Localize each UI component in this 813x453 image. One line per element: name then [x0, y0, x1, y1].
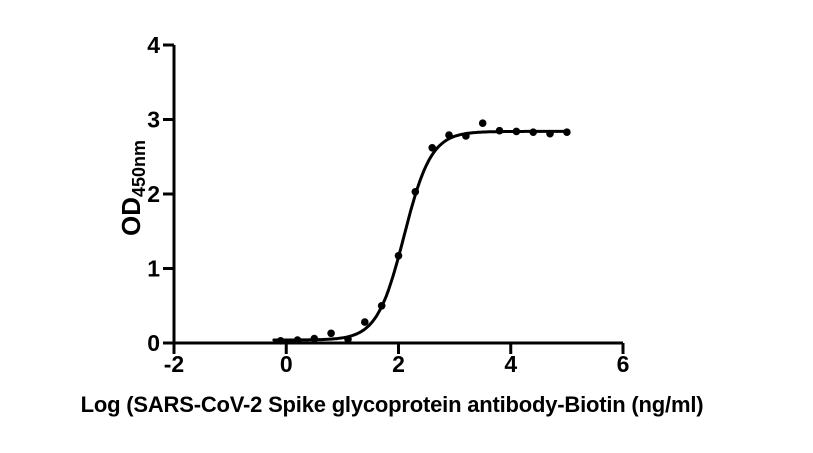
y-tick-label: 1 [147, 256, 160, 282]
data-point [563, 128, 571, 136]
svg-text:OD450nm: OD450nm [116, 140, 149, 236]
y-tick-label: 3 [147, 107, 160, 133]
data-point [327, 329, 335, 338]
y-axis-label: OD450nm [116, 140, 149, 236]
axes-spine [172, 45, 623, 345]
y-tick-label: 0 [147, 330, 160, 356]
data-point [478, 119, 487, 127]
x-tick-label: 0 [280, 351, 293, 377]
y-tick-label: 4 [147, 32, 160, 58]
data-point [495, 126, 504, 135]
y-tick-label: 2 [147, 181, 160, 207]
x-tick-label: 6 [617, 351, 630, 377]
data-point [512, 127, 521, 136]
data-point [276, 337, 285, 345]
data-point [293, 336, 302, 344]
x-axis-label: Log (SARS-CoV-2 Spike glycoprotein antib… [81, 392, 704, 417]
x-tick-label: 2 [392, 351, 405, 377]
x-tick-label: 4 [504, 351, 517, 377]
y-axis-label-main: OD [116, 197, 146, 236]
data-point [394, 252, 403, 260]
data-point [462, 132, 470, 140]
data-point [546, 129, 554, 138]
data-point [310, 334, 319, 343]
data-point [529, 128, 537, 136]
data-point [361, 318, 369, 326]
data-point [445, 131, 453, 139]
y-axis-label-subscript: 450nm [129, 140, 149, 197]
data-point [344, 335, 352, 344]
x-tick-label: -2 [164, 351, 184, 377]
data-point [428, 144, 437, 152]
data-point [411, 188, 420, 196]
data-point [377, 302, 386, 310]
fit-curve [272, 129, 568, 342]
